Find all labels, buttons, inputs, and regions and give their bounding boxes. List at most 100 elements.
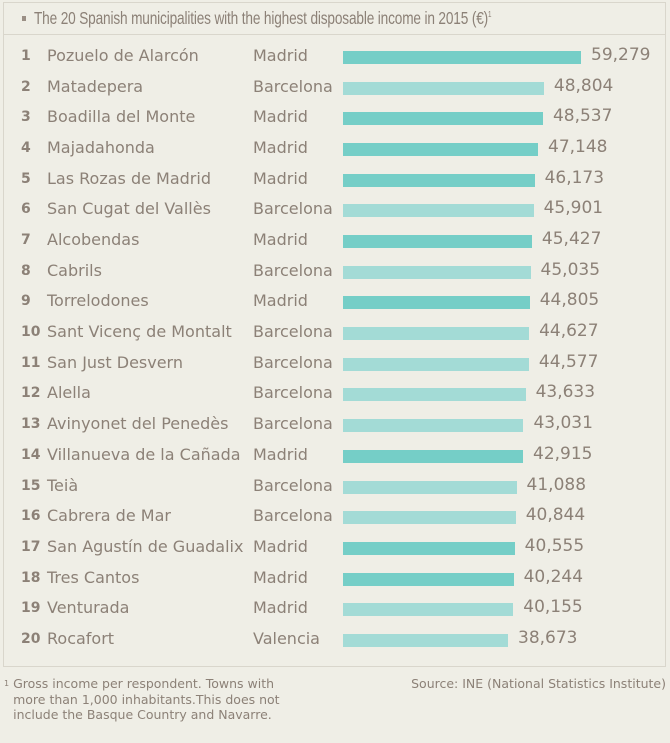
income-bar xyxy=(343,388,526,402)
province-label: Madrid xyxy=(253,444,308,464)
rank-label: 6 xyxy=(21,201,31,218)
municipality-label: San Agustín de Guadalix xyxy=(47,536,244,556)
municipality-label: Torrelodones xyxy=(47,291,149,311)
footnote: 1 Gross income per respondent. Towns with… xyxy=(4,676,324,723)
table-row: 5 Las Rozas de Madrid Madrid 46,173 xyxy=(4,166,667,196)
municipality-label: San Cugat del Vallès xyxy=(47,199,211,219)
income-bar xyxy=(343,81,544,95)
province-label: Madrid xyxy=(253,598,308,618)
rank-label: 9 xyxy=(21,293,31,310)
value-label: 40,844 xyxy=(525,505,586,526)
rank-label: 13 xyxy=(21,416,41,433)
table-row: 3 Boadilla del Monte Madrid 48,537 xyxy=(4,104,667,134)
rank-label: 15 xyxy=(21,477,41,494)
municipality-label: Tres Cantos xyxy=(47,567,140,587)
table-row: 8 Cabrils Barcelona 45,035 xyxy=(4,258,667,288)
province-label: Madrid xyxy=(253,107,308,127)
value-label: 44,577 xyxy=(538,351,599,372)
value-label: 40,555 xyxy=(524,535,585,556)
table-row: 17 San Agustín de Guadalix Madrid 40,555 xyxy=(4,534,667,564)
value-label: 43,031 xyxy=(533,413,593,434)
municipality-label: Teià xyxy=(47,475,79,495)
province-label: Barcelona xyxy=(253,260,333,280)
municipality-label: Cabrils xyxy=(47,260,102,280)
table-row: 18 Tres Cantos Madrid 40,244 xyxy=(4,565,667,595)
value-label: 40,244 xyxy=(523,566,584,587)
municipality-label: Sant Vicenç de Montalt xyxy=(47,322,232,342)
province-label: Madrid xyxy=(253,46,308,65)
rank-label: 19 xyxy=(21,600,41,617)
municipality-label: Rocafort xyxy=(47,628,115,648)
municipality-label: Villanueva de la Cañada xyxy=(47,444,241,464)
table-row: 15 Teià Barcelona 41,088 xyxy=(4,473,667,503)
rank-label: 12 xyxy=(21,385,41,402)
value-label: 40,155 xyxy=(523,597,583,618)
value-label: 46,173 xyxy=(544,167,605,188)
table-row: 9 Torrelodones Madrid 44,805 xyxy=(4,288,667,318)
income-bar xyxy=(343,173,535,187)
municipality-label: Pozuelo de Alarcón xyxy=(47,46,199,65)
income-bar xyxy=(343,327,530,341)
municipality-label: Matadepera xyxy=(47,76,144,96)
province-label: Barcelona xyxy=(253,383,333,403)
income-bar xyxy=(343,235,532,249)
province-label: Barcelona xyxy=(253,199,333,219)
table-row: 19 Venturada Madrid 40,155 xyxy=(4,595,667,625)
income-bar xyxy=(343,480,517,494)
municipality-label: Boadilla del Monte xyxy=(47,107,196,127)
income-bar xyxy=(343,204,534,218)
table-row: 10 Sant Vicenç de Montalt Barcelona 44,627 xyxy=(4,319,667,349)
municipality-label: Alella xyxy=(47,383,91,403)
municipality-label: Cabrera de Mar xyxy=(47,506,171,526)
province-label: Madrid xyxy=(253,536,308,556)
title-row: The 20 Spanish municipalities with the h… xyxy=(4,3,665,35)
province-label: Barcelona xyxy=(253,322,333,342)
rank-label: 14 xyxy=(21,446,41,463)
source-note: Source: INE (National Statistics Institu… xyxy=(411,676,666,691)
table-row: 14 Villanueva de la Cañada Madrid 42,915 xyxy=(4,442,667,472)
value-label: 38,673 xyxy=(518,627,578,648)
income-bar xyxy=(343,541,515,555)
rank-label: 20 xyxy=(21,630,41,647)
province-label: Madrid xyxy=(253,138,308,158)
bullet-icon xyxy=(22,16,26,21)
municipality-label: Venturada xyxy=(47,598,130,618)
income-bar xyxy=(343,112,543,126)
value-label: 45,901 xyxy=(543,198,604,219)
table-row: 4 Majadahonda Madrid 47,148 xyxy=(4,135,667,165)
income-bar xyxy=(343,633,508,647)
income-bar xyxy=(343,357,529,371)
rank-label: 7 xyxy=(21,232,31,249)
province-label: Madrid xyxy=(253,291,308,311)
table-row: 11 San Just Desvern Barcelona 44,577 xyxy=(4,350,667,380)
province-label: Barcelona xyxy=(253,475,333,495)
table-row: 6 San Cugat del Vallès Barcelona 45,901 xyxy=(4,196,667,226)
rank-label: 8 xyxy=(21,262,31,279)
footnote-marker: 1 xyxy=(4,679,10,688)
chart-title-text: The 20 Spanish municipalities with the h… xyxy=(34,8,489,28)
income-bar xyxy=(343,265,531,279)
table-row: 20 Rocafort Valencia 38,673 xyxy=(4,626,667,656)
province-label: Barcelona xyxy=(253,352,333,372)
table-row: 13 Avinyonet del Penedès Barcelona 43,031 xyxy=(4,411,667,441)
value-label: 44,627 xyxy=(539,321,599,342)
value-label: 59,279 xyxy=(591,45,651,65)
value-label: 47,148 xyxy=(548,137,608,158)
value-label: 43,633 xyxy=(535,382,596,403)
province-label: Madrid xyxy=(253,567,308,587)
income-bar xyxy=(343,143,539,157)
value-label: 45,035 xyxy=(540,259,601,280)
income-bar xyxy=(343,511,516,525)
title-footnote-marker: 1 xyxy=(488,10,492,19)
table-row: 12 Alella Barcelona 43,633 xyxy=(4,380,667,410)
municipality-label: Avinyonet del Penedès xyxy=(47,414,229,434)
rank-label: 1 xyxy=(21,48,31,64)
table-row: 7 Alcobendas Madrid 45,427 xyxy=(4,227,667,257)
chart-title: The 20 Spanish municipalities with the h… xyxy=(34,8,492,29)
municipality-label: Majadahonda xyxy=(47,138,155,158)
rank-label: 10 xyxy=(21,324,41,341)
province-label: Barcelona xyxy=(253,506,333,526)
rank-label: 2 xyxy=(21,78,31,95)
rank-label: 16 xyxy=(21,508,41,525)
municipality-label: Las Rozas de Madrid xyxy=(47,168,211,188)
